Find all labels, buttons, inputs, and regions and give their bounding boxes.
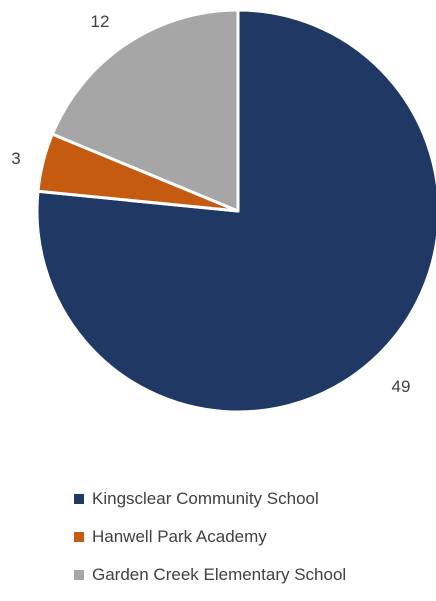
legend-item-kingsclear-community-school: Kingsclear Community School bbox=[74, 486, 346, 512]
data-label-hanwell-park-academy: 3 bbox=[11, 149, 20, 168]
chart-legend: Kingsclear Community School Hanwell Park … bbox=[74, 486, 346, 600]
legend-label: Kingsclear Community School bbox=[92, 489, 319, 508]
legend-swatch bbox=[74, 570, 84, 580]
legend-item-garden-creek-elementary-school: Garden Creek Elementary School bbox=[74, 562, 346, 588]
pie-slice-garden-creek-elementary-school bbox=[50, 8, 240, 213]
legend-label: Hanwell Park Academy bbox=[92, 527, 267, 546]
data-label-kingsclear-community-school: 49 bbox=[392, 377, 411, 396]
legend-swatch bbox=[74, 494, 84, 504]
pie-slices bbox=[35, 8, 436, 414]
legend-swatch bbox=[74, 532, 84, 542]
data-label-garden-creek-elementary-school: 12 bbox=[91, 12, 110, 31]
pie-data-labels: 49 3 12 bbox=[11, 12, 410, 396]
legend-item-hanwell-park-academy: Hanwell Park Academy bbox=[74, 524, 346, 550]
pie-chart: 49 3 12 bbox=[11, 8, 436, 414]
legend-label: Garden Creek Elementary School bbox=[92, 565, 347, 584]
